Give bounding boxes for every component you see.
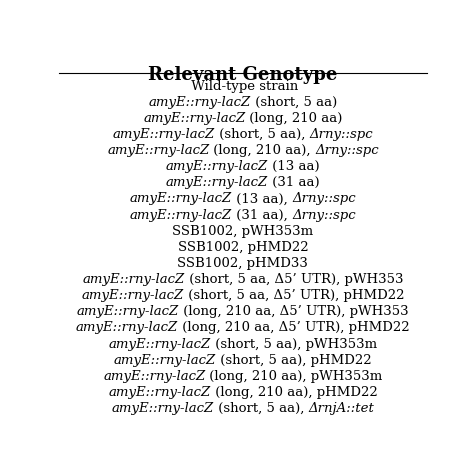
Text: (long, 210 aa), pHMD22: (long, 210 aa), pHMD22 — [210, 386, 377, 399]
Text: Δrny::spc: Δrny::spc — [315, 144, 379, 157]
Text: (long, 210 aa, Δ5’ UTR), pWH353: (long, 210 aa, Δ5’ UTR), pWH353 — [179, 305, 409, 319]
Text: (13 aa),: (13 aa), — [232, 192, 292, 205]
Text: amyE::rny-lacZ: amyE::rny-lacZ — [107, 144, 210, 157]
Text: amyE::rny-lacZ: amyE::rny-lacZ — [114, 354, 216, 367]
Text: amyE::rny-lacZ: amyE::rny-lacZ — [77, 305, 179, 319]
Text: (long, 210 aa), pWH353m: (long, 210 aa), pWH353m — [205, 370, 383, 383]
Text: SSB1002, pWH353m: SSB1002, pWH353m — [173, 225, 313, 237]
Text: amyE::rny-lacZ: amyE::rny-lacZ — [109, 337, 211, 351]
Text: (31 aa),: (31 aa), — [232, 209, 292, 221]
Text: SSB1002, pHMD33: SSB1002, pHMD33 — [177, 257, 309, 270]
Text: Δrny::spc: Δrny::spc — [292, 192, 356, 205]
Text: (short, 5 aa), pHMD22: (short, 5 aa), pHMD22 — [216, 354, 372, 367]
Text: SSB1002, pHMD22: SSB1002, pHMD22 — [178, 241, 308, 254]
Text: amyE::rny-lacZ: amyE::rny-lacZ — [113, 128, 215, 141]
Text: Relevant Genotype: Relevant Genotype — [148, 66, 337, 84]
Text: amyE::rny-lacZ: amyE::rny-lacZ — [149, 96, 251, 109]
Text: (31 aa): (31 aa) — [268, 176, 320, 189]
Text: (long, 210 aa),: (long, 210 aa), — [210, 144, 315, 157]
Text: amyE::rny-lacZ: amyE::rny-lacZ — [109, 386, 210, 399]
Text: Δrny::spc: Δrny::spc — [292, 209, 356, 221]
Text: (short, 5 aa, Δ5’ UTR), pWH353: (short, 5 aa, Δ5’ UTR), pWH353 — [185, 273, 403, 286]
Text: (short, 5 aa): (short, 5 aa) — [251, 96, 337, 109]
Text: amyE::rny-lacZ: amyE::rny-lacZ — [166, 176, 268, 189]
Text: amyE::rny-lacZ: amyE::rny-lacZ — [130, 192, 232, 205]
Text: amyE::rny-lacZ: amyE::rny-lacZ — [143, 112, 246, 125]
Text: amyE::rny-lacZ: amyE::rny-lacZ — [111, 402, 214, 415]
Text: (long, 210 aa): (long, 210 aa) — [246, 112, 343, 125]
Text: Δrny::spc: Δrny::spc — [310, 128, 373, 141]
Text: (short, 5 aa, Δ5’ UTR), pHMD22: (short, 5 aa, Δ5’ UTR), pHMD22 — [184, 289, 404, 302]
Text: amyE::rny-lacZ: amyE::rny-lacZ — [82, 289, 184, 302]
Text: (short, 5 aa),: (short, 5 aa), — [214, 402, 309, 415]
Text: ΔrnjA::tet: ΔrnjA::tet — [309, 402, 374, 415]
Text: (long, 210 aa, Δ5’ UTR), pHMD22: (long, 210 aa, Δ5’ UTR), pHMD22 — [178, 321, 410, 335]
Text: (short, 5 aa), pWH353m: (short, 5 aa), pWH353m — [211, 337, 377, 351]
Text: amyE::rny-lacZ: amyE::rny-lacZ — [76, 321, 178, 335]
Text: amyE::rny-lacZ: amyE::rny-lacZ — [166, 160, 268, 173]
Text: (short, 5 aa),: (short, 5 aa), — [215, 128, 310, 141]
Text: Wild-type strain: Wild-type strain — [187, 80, 299, 92]
Text: amyE::rny-lacZ: amyE::rny-lacZ — [130, 209, 232, 221]
Text: amyE::rny-lacZ: amyE::rny-lacZ — [82, 273, 185, 286]
Text: amyE::rny-lacZ: amyE::rny-lacZ — [103, 370, 205, 383]
Text: (13 aa): (13 aa) — [268, 160, 320, 173]
